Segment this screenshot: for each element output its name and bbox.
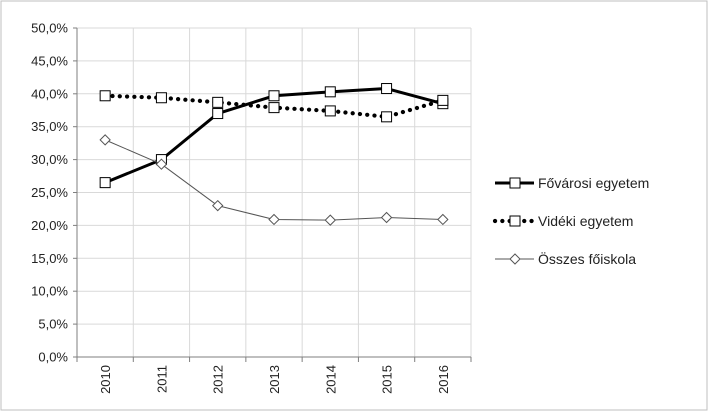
data-point [380, 211, 393, 224]
series-lines [99, 83, 449, 226]
data-point [437, 213, 449, 226]
legend: Fővárosi egyetem Vidéki egyetem Összes fői… [492, 175, 649, 267]
x-tick-label: 2016 [436, 365, 451, 394]
data-point [324, 214, 336, 226]
data-point [324, 86, 336, 98]
data-point [268, 102, 280, 114]
y-tick-label: 30,0% [31, 152, 68, 167]
data-point [155, 158, 168, 170]
y-tick-label: 15,0% [31, 251, 68, 266]
axes [73, 27, 472, 362]
data-point [268, 213, 280, 226]
x-tick-label: 2014 [323, 365, 338, 394]
y-tick-label: 25,0% [31, 185, 68, 200]
x-tick-labels: 2010 2011 2012 2013 2014 2015 2016 [98, 365, 451, 394]
x-tick-label: 2012 [211, 365, 226, 394]
y-tick-labels: 0,0% 5,0% 10,0% 15,0% 20,0% 25,0% 30,0% 35,0% 40… [31, 21, 68, 365]
legend-label: Vidéki egyetem [538, 213, 633, 229]
y-tick-label: 0,0% [38, 350, 68, 365]
legend-marker [509, 253, 521, 265]
x-tick-label: 2015 [380, 365, 395, 394]
data-point [155, 92, 167, 104]
series-1 [99, 90, 449, 123]
y-tick-label: 40,0% [31, 86, 68, 101]
data-point [381, 111, 393, 123]
y-tick-label: 50,0% [31, 21, 68, 36]
data-point [437, 94, 449, 106]
x-tick-label: 2010 [98, 365, 113, 394]
y-tick-label: 20,0% [31, 218, 68, 233]
legend-item: Fővárosi egyetem [495, 175, 649, 191]
data-point [99, 134, 111, 146]
x-tick-label: 2013 [267, 365, 282, 394]
series-2 [99, 134, 449, 226]
data-point [324, 105, 336, 117]
legend-label: Összes főiskola [538, 250, 636, 267]
legend-marker [509, 215, 521, 227]
y-tick-label: 5,0% [38, 317, 68, 332]
data-point [212, 199, 224, 212]
data-point [381, 83, 393, 95]
legend-label: Fővárosi egyetem [538, 175, 649, 191]
y-tick-label: 45,0% [31, 53, 68, 68]
legend-item: Összes főiskola [495, 250, 636, 267]
data-point [99, 177, 111, 189]
legend-item: Vidéki egyetem [492, 213, 633, 229]
y-tick-label: 10,0% [31, 284, 68, 299]
x-tick-label: 2011 [154, 365, 169, 393]
legend-marker [509, 177, 521, 189]
data-point [212, 108, 224, 120]
data-point [268, 90, 280, 102]
data-point [99, 90, 111, 102]
grid-lines [77, 27, 472, 357]
y-tick-label: 35,0% [31, 119, 68, 134]
data-point [212, 96, 224, 108]
